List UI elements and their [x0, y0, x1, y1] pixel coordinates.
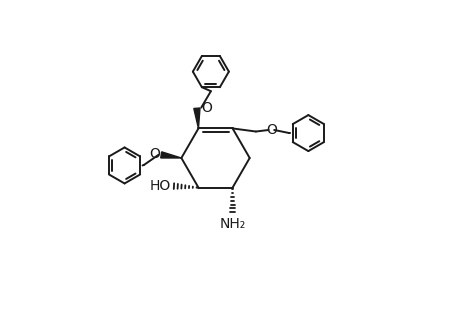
Text: NH₂: NH₂ — [219, 217, 246, 231]
Text: O: O — [149, 147, 160, 161]
Text: HO: HO — [149, 179, 170, 193]
Polygon shape — [194, 108, 200, 128]
Text: O: O — [201, 100, 212, 115]
Polygon shape — [161, 152, 181, 158]
Text: O: O — [266, 123, 277, 137]
